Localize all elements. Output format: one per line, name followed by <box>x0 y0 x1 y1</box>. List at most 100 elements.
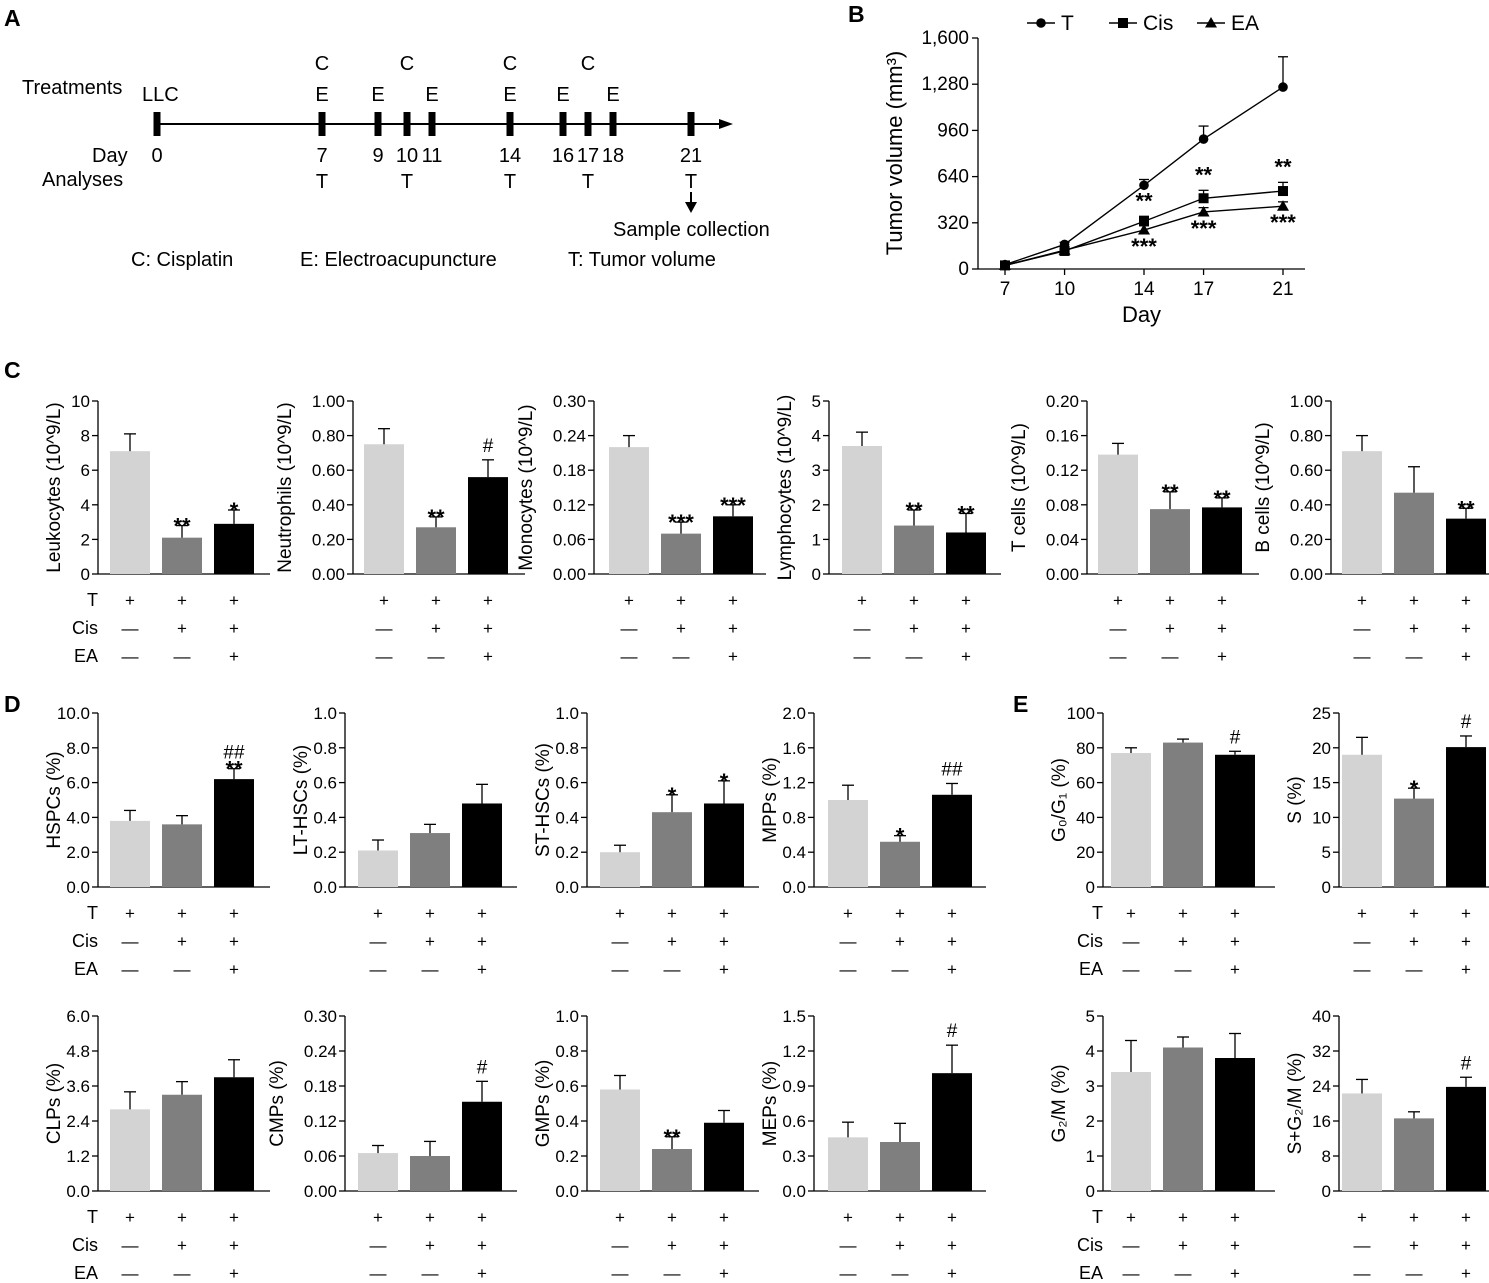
timeline-marker-day-9 <box>374 112 382 136</box>
s-y-tick-label: 15 <box>1312 774 1331 793</box>
panel-label-a: A <box>4 5 21 31</box>
clps-group-ea-1: — <box>122 1264 139 1283</box>
gmps-group-cis-3: + <box>719 1236 729 1255</box>
mpps-group-t-2: + <box>895 904 905 923</box>
lymphocytes-group-ea-3: + <box>961 647 971 666</box>
leukocytes-bar-ea <box>214 523 254 574</box>
gmps-y-tick-label: 0.8 <box>555 1042 579 1061</box>
meps-group-t-3: + <box>947 1208 957 1227</box>
mpps-y-tick-label: 0.0 <box>782 878 806 897</box>
tumor-y-tick-label: 640 <box>937 167 969 188</box>
sg2m-group-cis-3: + <box>1461 1236 1471 1255</box>
mpps-group-t-1: + <box>843 904 853 923</box>
neutrophils-y-tick-label: 0.20 <box>312 530 345 549</box>
leukocytes-y-tick-label: 8 <box>81 427 90 446</box>
timeline-day-17: 17 <box>577 145 599 167</box>
tcells-y-tick-label: 0.04 <box>1046 530 1079 549</box>
st-hscs-y-tick-label: 0.4 <box>555 808 579 827</box>
cmps-group-ea-3: + <box>477 1264 487 1283</box>
timeline-analysis-day-21: T <box>685 171 697 193</box>
leukocytes-y-axis-label: Leukocytes (10^9/L) <box>44 402 65 573</box>
tcells-y-tick-label: 0.12 <box>1046 461 1079 480</box>
point-ea-day-21 <box>1277 200 1289 211</box>
monocytes-group-ea-2: — <box>673 647 690 666</box>
monocytes-group-ea-1: — <box>621 647 638 666</box>
clps-group-t-3: + <box>229 1208 239 1227</box>
sg2m-bar-cis <box>1394 1118 1434 1191</box>
g2m-group-cis-3: + <box>1230 1236 1240 1255</box>
hspcs-group-cis-3: + <box>229 932 239 951</box>
g2m-bar-ea <box>1215 1058 1255 1191</box>
point-cis-day-14 <box>1139 216 1149 227</box>
point-ea-day-17 <box>1197 205 1210 217</box>
mpps-group-t-3: + <box>947 904 957 923</box>
monocytes-y-tick-label: 0.30 <box>553 392 586 411</box>
s-significance-ea: # <box>1461 712 1472 733</box>
bar-chart-monocytes: 0.00 0.06 0.12 0.18 0.24 0.30 Monocytes (10^9/… <box>516 392 766 666</box>
st-hscs-bar-cis <box>652 812 692 887</box>
monocytes-bar-t <box>609 447 649 574</box>
hspcs-row-label-t: T <box>87 903 98 923</box>
significance-cis-day-21: ** <box>1274 154 1292 179</box>
clps-y-tick-label: 4.8 <box>66 1042 90 1061</box>
lymphocytes-group-ea-1: — <box>854 647 871 666</box>
leukocytes-group-t-2: + <box>177 591 187 610</box>
lt-hscs-group-cis-2: + <box>425 932 435 951</box>
legend-cisplatin: C: Cisplatin <box>131 249 233 271</box>
mpps-y-tick-label: 0.4 <box>782 843 806 862</box>
meps-group-t-2: + <box>895 1208 905 1227</box>
tcells-bar-ea <box>1202 507 1242 574</box>
lymphocytes-y-tick-label: 2 <box>812 496 821 515</box>
bcells-group-cis-2: + <box>1409 619 1419 638</box>
timeline-treatment-cisplatin-day-7: C <box>315 53 329 75</box>
meps-significance-ea: # <box>947 1021 958 1042</box>
tcells-y-tick-label: 0.08 <box>1046 496 1079 515</box>
g0g1-group-cis-3: + <box>1230 932 1240 951</box>
bar-chart-mpps: 0.0 0.4 0.8 1.2 1.6 2.0 MPPs (%) * ## + + + — + + — — + <box>760 704 986 979</box>
lymphocytes-group-ea-2: — <box>906 647 923 666</box>
hspcs-y-tick-label: 4.0 <box>66 808 90 827</box>
legend-label-cis: Cis <box>1143 12 1173 35</box>
neutrophils-bar-cis <box>416 527 456 574</box>
st-hscs-significance-cis: * <box>668 783 677 808</box>
st-hscs-group-ea-3: + <box>719 960 729 979</box>
s-group-t-1: + <box>1357 904 1367 923</box>
sg2m-y-tick-label: 24 <box>1312 1077 1331 1096</box>
s-significance-cis: * <box>1410 776 1419 801</box>
g2m-group-t-3: + <box>1230 1208 1240 1227</box>
bcells-group-ea-1: — <box>1354 647 1371 666</box>
cmps-group-t-2: + <box>425 1208 435 1227</box>
lt-hscs-group-cis-1: — <box>370 932 387 951</box>
sg2m-group-ea-1: — <box>1354 1264 1371 1283</box>
neutrophils-y-tick-label: 0.80 <box>312 427 345 446</box>
monocytes-group-cis-3: + <box>728 619 738 638</box>
st-hscs-group-t-2: + <box>667 904 677 923</box>
timeline-analysis-day-17: T <box>582 171 594 193</box>
s-group-t-2: + <box>1409 904 1419 923</box>
leukocytes-y-tick-label: 2 <box>81 530 90 549</box>
point-t-day-14 <box>1139 180 1149 191</box>
meps-group-ea-2: — <box>892 1264 909 1283</box>
hspcs-group-t-1: + <box>125 904 135 923</box>
hspcs-bar-cis <box>162 824 202 887</box>
lt-hscs-y-axis-label: LT-HSCs (%) <box>291 745 312 855</box>
g2m-row-label-ea: EA <box>1079 1263 1103 1283</box>
g0g1-bar-cis <box>1163 742 1203 887</box>
s-group-cis-2: + <box>1409 932 1419 951</box>
leukocytes-group-ea-1: — <box>122 647 139 666</box>
cmps-significance-ea: # <box>477 1057 488 1078</box>
legend-tumor-volume: T: Tumor volume <box>568 249 716 271</box>
tumor-y-tick-label: 0 <box>958 259 969 280</box>
leukocytes-y-tick-label: 6 <box>81 461 90 480</box>
lymphocytes-significance-cis: ** <box>905 498 923 523</box>
lt-hscs-y-tick-label: 0.0 <box>313 878 337 897</box>
panel-label-c: C <box>4 357 21 383</box>
tumor-y-tick-label: 1,600 <box>921 28 969 49</box>
tcells-y-tick-label: 0.16 <box>1046 427 1079 446</box>
neutrophils-group-t-2: + <box>431 591 441 610</box>
sg2m-group-ea-2: — <box>1406 1264 1423 1283</box>
lymphocytes-group-t-2: + <box>909 591 919 610</box>
leukocytes-row-label-cis: Cis <box>72 618 98 638</box>
neutrophils-bar-ea <box>468 477 508 574</box>
